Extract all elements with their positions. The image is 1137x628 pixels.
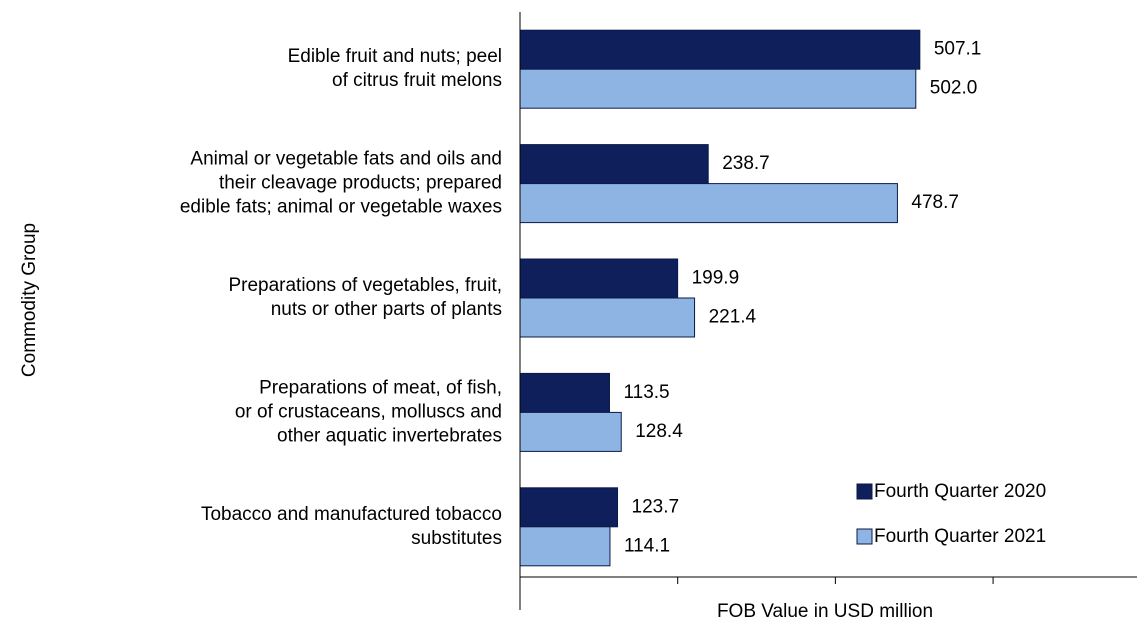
legend-label: Fourth Quarter 2021 xyxy=(874,526,1046,547)
bar xyxy=(519,183,898,224)
legend-swatch xyxy=(856,483,873,500)
bar xyxy=(519,297,696,338)
bar xyxy=(519,372,610,413)
y-axis-title: Commodity Group xyxy=(19,223,40,377)
data-label: 502.0 xyxy=(930,78,978,99)
data-label: 478.7 xyxy=(911,192,959,213)
bar xyxy=(519,487,619,528)
y-tick-label: Animal or vegetable fats and oils and the… xyxy=(180,149,502,218)
y-tick-label: Edible fruit and nuts; peel of citrus fru… xyxy=(288,46,502,91)
y-tick-label: Preparations of meat, of fish, or of crus… xyxy=(235,377,502,446)
data-label: 113.5 xyxy=(623,382,669,403)
bar xyxy=(519,68,917,109)
data-label: 123.7 xyxy=(632,496,680,517)
bar xyxy=(519,258,679,299)
data-label: 507.1 xyxy=(934,39,982,60)
legend-label: Fourth Quarter 2020 xyxy=(874,481,1046,502)
data-label: 199.9 xyxy=(692,268,740,289)
bar xyxy=(519,144,709,185)
data-label: 221.4 xyxy=(709,307,757,328)
x-axis-title: FOB Value in USD million xyxy=(717,601,933,622)
y-tick-label: Preparations of vegetables, fruit, nuts o… xyxy=(228,275,502,320)
legend-swatch xyxy=(856,528,873,545)
data-label: 128.4 xyxy=(635,421,683,442)
data-label: 114.1 xyxy=(624,535,670,556)
data-label: 238.7 xyxy=(722,153,770,174)
bar xyxy=(519,411,622,452)
y-tick-label: Tobacco and manufactured tobacco substitu… xyxy=(201,504,502,549)
bar xyxy=(519,526,611,567)
bar xyxy=(519,29,921,70)
